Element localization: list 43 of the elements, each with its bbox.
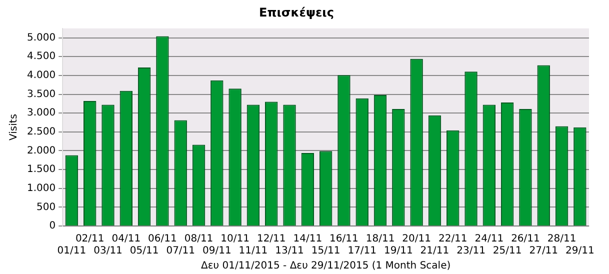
x-tick-label: 19/11 [384, 246, 413, 257]
y-tick-label: 1.500 [26, 164, 56, 176]
x-tick-label: 03/11 [94, 246, 122, 257]
chart-title: Επισκέψεις [259, 5, 334, 20]
y-axis-title: Visits [8, 114, 20, 140]
y-tick-label: 1.000 [26, 182, 56, 194]
x-tick-label: 08/11 [184, 234, 214, 245]
y-tick-label: 5.000 [26, 32, 56, 44]
x-tick-label: 09/11 [202, 246, 232, 257]
x-tick-label: 10/11 [220, 234, 250, 245]
y-tick-label: 500 [36, 202, 56, 213]
x-tick-label: 13/11 [275, 246, 304, 257]
x-tick-label: 21/11 [420, 246, 450, 257]
x-tick-label: 04/11 [112, 234, 141, 245]
y-tick-label: 4.000 [26, 70, 56, 82]
x-tick-label: 25/11 [492, 246, 522, 257]
x-tick-label: 12/11 [256, 234, 286, 245]
x-tick-label: 06/11 [148, 234, 177, 245]
x-tick-label: 02/11 [75, 234, 104, 245]
x-tick-label: 26/11 [511, 234, 540, 245]
y-tick-label: 2.500 [26, 126, 56, 138]
x-axis-title: Δευ 01/11/2015 - Δευ 29/11/2015 (1 Month Scale) [201, 260, 451, 272]
y-tick-label: 3.500 [26, 88, 56, 100]
x-tick-label: 17/11 [348, 246, 377, 257]
y-tick-label: 0 [49, 220, 56, 232]
x-tick-label: 18/11 [366, 234, 395, 245]
x-tick-label: 14/11 [293, 234, 322, 245]
x-tick-label: 07/11 [166, 246, 196, 257]
x-tick-label: 24/11 [474, 234, 504, 245]
x-tick-label: 11/11 [238, 246, 268, 257]
x-tick-label: 01/11 [57, 246, 86, 257]
x-tick-label: 23/11 [456, 246, 486, 257]
y-tick-label: 4.500 [26, 51, 56, 62]
x-tick-label: 20/11 [402, 234, 431, 245]
y-tick-label: 3.000 [26, 108, 56, 119]
x-tick-label: 16/11 [330, 234, 358, 245]
x-tick-label: 05/11 [130, 246, 159, 257]
y-tick-label: 2.000 [26, 145, 56, 156]
x-tick-label: 22/11 [438, 234, 468, 245]
x-tick-label: 29/11 [566, 246, 594, 257]
x-tick-label: 15/11 [311, 246, 340, 257]
x-tick-label: 27/11 [529, 246, 558, 257]
x-tick-label: 28/11 [547, 234, 576, 245]
